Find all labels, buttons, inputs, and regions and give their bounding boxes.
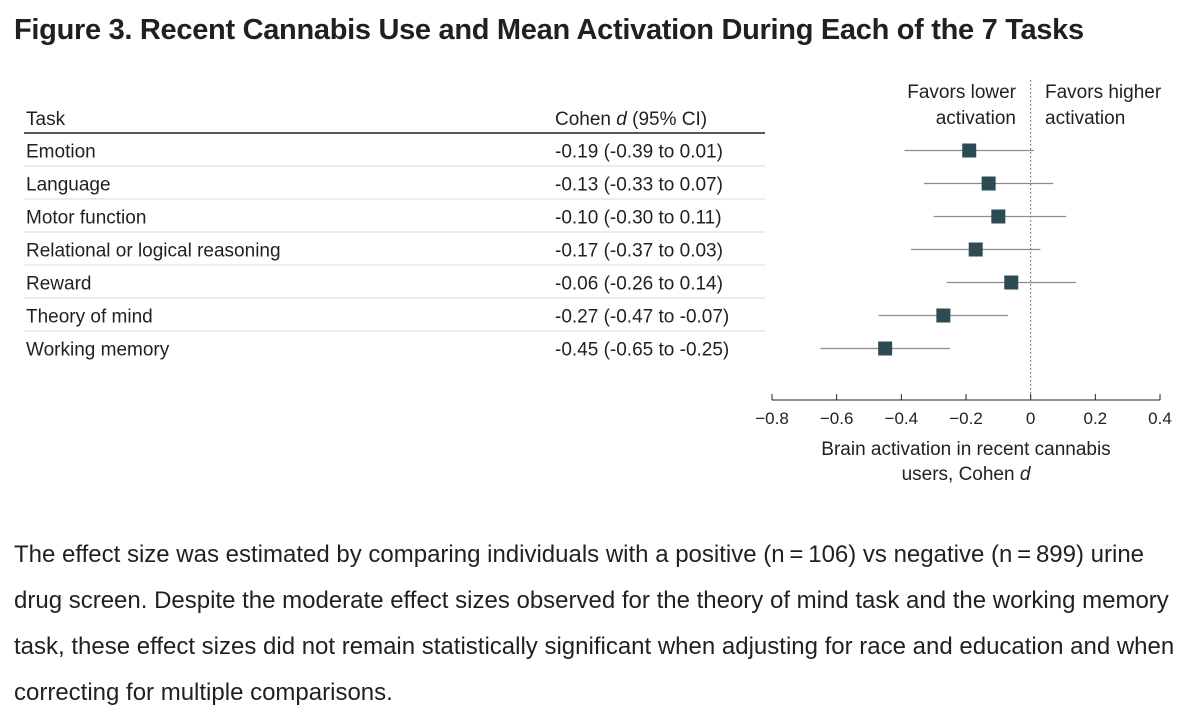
point-estimate-marker [936, 308, 951, 323]
point-estimate-marker [1004, 275, 1019, 290]
forest-plot: Task Cohen d (95% CI) Favors lower activ… [24, 80, 1172, 485]
task-name: Reward [26, 274, 91, 295]
effect-header-italic: d [616, 109, 628, 130]
x-axis-label-line-1: Brain activation in recent cannabis [821, 439, 1110, 460]
task-name: Language [26, 175, 111, 196]
x-axis-label-text: users, Cohen [902, 464, 1020, 485]
effect-size-label: -0.27 (-0.47 to -0.07) [555, 307, 729, 328]
point-estimate-marker [981, 176, 996, 191]
x-tick-label: −0.8 [755, 409, 789, 428]
x-tick-label: −0.2 [949, 409, 983, 428]
favors-higher-line-1: Favors higher [1045, 82, 1162, 103]
point-estimate-marker [991, 209, 1006, 224]
x-tick-label: −0.6 [820, 409, 854, 428]
effect-header-prefix: Cohen [555, 109, 616, 130]
point-estimate-marker [962, 143, 977, 158]
x-tick-label: 0.4 [1148, 409, 1172, 428]
task-name: Theory of mind [26, 307, 153, 328]
x-axis: −0.8 −0.6 −0.4 −0.2 0 0.2 0.4 [755, 394, 1172, 428]
x-tick-label: −0.4 [885, 409, 919, 428]
effect-size-label: -0.19 (-0.39 to 0.01) [555, 142, 723, 163]
effect-column-header: Cohen d (95% CI) [555, 109, 707, 130]
favors-higher-line-2: activation [1045, 108, 1125, 129]
x-tick-label: 0.2 [1084, 409, 1108, 428]
effect-header-suffix: (95% CI) [627, 109, 707, 130]
effect-size-label: -0.10 (-0.30 to 0.11) [555, 208, 722, 229]
x-axis-label-line-2: users, Cohen d [902, 464, 1032, 485]
point-estimate-marker [878, 341, 893, 356]
x-axis-label-italic: d [1020, 464, 1032, 485]
effect-size-label: -0.45 (-0.65 to -0.25) [555, 340, 729, 361]
task-name: Relational or logical reasoning [26, 241, 281, 262]
task-name: Working memory [26, 340, 170, 361]
task-name: Emotion [26, 142, 96, 163]
task-column-header: Task [26, 109, 66, 130]
plot-area [820, 80, 1076, 400]
effect-size-label: -0.06 (-0.26 to 0.14) [555, 274, 723, 295]
figure-caption: The effect size was estimated by compari… [14, 541, 1175, 706]
effect-size-label: -0.13 (-0.33 to 0.07) [555, 175, 723, 196]
figure-title: Figure 3. Recent Cannabis Use and Mean A… [14, 14, 1084, 46]
effect-size-label: -0.17 (-0.37 to 0.03) [555, 241, 723, 262]
table-rows: Emotion -0.19 (-0.39 to 0.01) Language -0.1… [24, 142, 765, 361]
favors-lower-line-1: Favors lower [907, 82, 1016, 103]
point-estimate-marker [968, 242, 983, 257]
favors-lower-line-2: activation [936, 108, 1016, 129]
task-name: Motor function [26, 208, 146, 229]
x-tick-label: 0 [1026, 409, 1035, 428]
